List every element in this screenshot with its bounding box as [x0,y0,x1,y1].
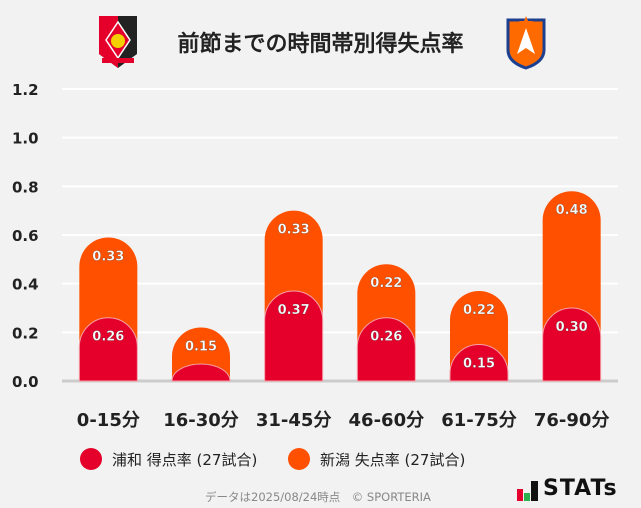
legend-swatch-red [80,448,102,470]
data-label: 0.33 [278,223,310,238]
y-tick-label: 0.0 [12,373,39,391]
data-label: 0.26 [92,330,124,345]
y-tick-label: 0.6 [12,227,39,245]
y-tick-label: 0.8 [12,178,39,196]
legend-label: 新潟 失点率 (27試合) [320,450,466,469]
stats-logo: STATs [517,476,618,501]
data-label: 0.15 [463,357,495,372]
bar-urawa [171,363,231,382]
bar-chart: 0.0 0.2 0.4 0.6 0.8 1.0 1.2 0.26 0.33 0-15分 0.15 16… [12,81,618,431]
urawa-crest-icon [99,16,137,68]
data-label: 0.33 [92,249,124,264]
stats-bars-icon [517,481,538,501]
niigata-crest-icon [506,16,546,70]
y-tick-label: 0.2 [12,324,39,342]
data-label: 0.30 [556,320,588,335]
bar-urawa [78,317,138,382]
legend-item-urawa: 浦和 得点率 (27試合) [80,448,257,470]
data-label: 0.22 [463,303,495,318]
x-tick-label: 0-15分 [77,410,140,431]
data-label: 0.48 [556,203,588,218]
x-tick-label: 31-45分 [256,410,332,431]
x-tick-label: 16-30分 [163,410,239,431]
data-label: 0.22 [370,276,402,291]
legend-swatch-orange [288,448,310,470]
data-label: 0.26 [370,330,402,345]
y-tick-label: 1.0 [12,130,39,148]
legend-label: 浦和 得点率 (27試合) [112,450,258,469]
data-label: 0.37 [278,303,310,318]
bar-urawa [449,344,509,382]
bar-urawa [264,290,324,382]
chart-title: 前節までの時間帯別得失点率 [177,32,464,57]
data-label: 0.15 [185,339,217,354]
x-tick-label: 61-75分 [441,410,517,431]
y-tick-label: 0.4 [12,276,39,294]
bar-urawa [356,317,416,382]
x-tick-label: 46-60分 [349,410,425,431]
x-tick-label: 76-90分 [534,410,610,431]
footer-note: データは2025/08/24時点 © SPORTERIA [205,490,431,504]
stats-brand-text: STATs [543,476,618,501]
y-tick-label: 1.2 [12,81,39,99]
legend-item-niigata: 新潟 失点率 (27試合) [288,448,465,470]
bar-urawa [542,307,602,382]
